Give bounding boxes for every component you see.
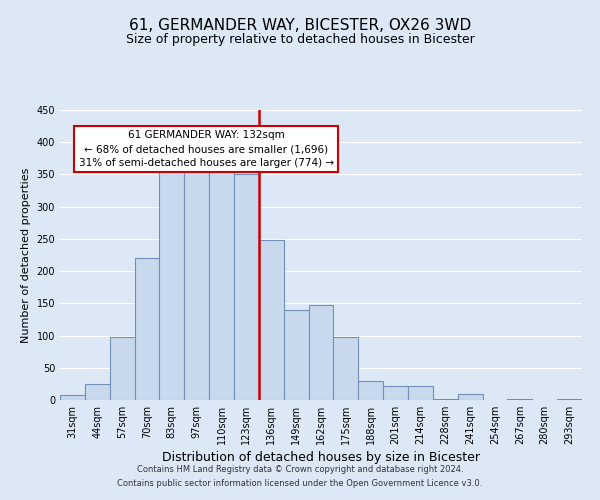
Bar bbox=[383, 386, 408, 400]
Bar bbox=[85, 384, 110, 400]
Bar bbox=[184, 165, 209, 400]
Text: Contains HM Land Registry data © Crown copyright and database right 2024.
Contai: Contains HM Land Registry data © Crown c… bbox=[118, 466, 482, 487]
Bar bbox=[259, 240, 284, 400]
Bar bbox=[234, 174, 259, 400]
Text: 61 GERMANDER WAY: 132sqm
← 68% of detached houses are smaller (1,696)
31% of sem: 61 GERMANDER WAY: 132sqm ← 68% of detach… bbox=[79, 130, 334, 168]
Bar bbox=[508, 398, 532, 400]
Bar bbox=[458, 394, 482, 400]
Bar bbox=[60, 395, 85, 400]
Bar bbox=[557, 398, 582, 400]
Bar bbox=[160, 170, 184, 400]
Bar bbox=[110, 337, 134, 400]
Bar bbox=[358, 380, 383, 400]
Bar bbox=[408, 386, 433, 400]
Bar bbox=[134, 258, 160, 400]
Text: 61, GERMANDER WAY, BICESTER, OX26 3WD: 61, GERMANDER WAY, BICESTER, OX26 3WD bbox=[129, 18, 471, 32]
Bar bbox=[209, 165, 234, 400]
Bar bbox=[433, 398, 458, 400]
Text: Size of property relative to detached houses in Bicester: Size of property relative to detached ho… bbox=[125, 32, 475, 46]
X-axis label: Distribution of detached houses by size in Bicester: Distribution of detached houses by size … bbox=[162, 451, 480, 464]
Bar bbox=[308, 304, 334, 400]
Y-axis label: Number of detached properties: Number of detached properties bbox=[21, 168, 31, 342]
Bar bbox=[284, 310, 308, 400]
Bar bbox=[334, 338, 358, 400]
